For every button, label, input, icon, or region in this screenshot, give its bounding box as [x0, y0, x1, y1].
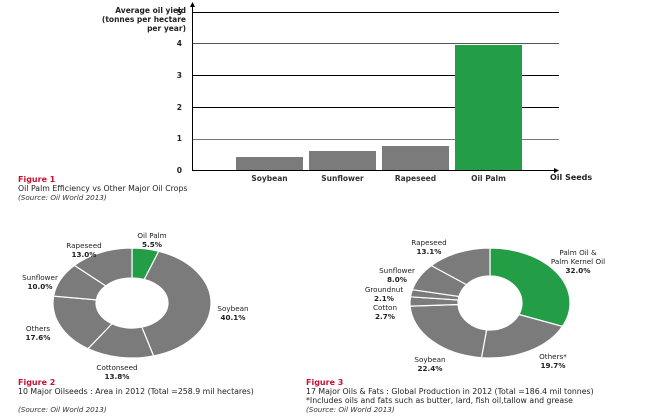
y-title-line-1: Average oil yield	[115, 6, 186, 15]
bar-rapeseed	[382, 146, 449, 170]
x-label-oil-palm: Oil Palm	[471, 174, 506, 183]
x-label-rapeseed: Rapeseed	[394, 174, 437, 183]
y-axis-arrow-icon	[190, 2, 195, 7]
y-tick-3: 3	[176, 71, 182, 80]
figure2-caption: 10 Major Oilseeds : Area in 2012 (Total …	[18, 387, 254, 396]
slice-soybean	[140, 250, 212, 357]
y-title-line-3: per year)	[147, 24, 186, 33]
y-tick-4: 4	[176, 39, 182, 48]
slice-label-soybean: Soybean 22.4%	[414, 355, 446, 373]
figure3-footnote: *Includes oils and fats such as butter, …	[306, 396, 573, 405]
y-title-line-2: (tonnes per hectare	[101, 15, 186, 24]
y-tick-5: 5	[176, 8, 182, 17]
slice-label-cottonseed: Cottonseed 13.8%	[96, 363, 138, 381]
slice-label-palm-oil: Palm Oil & Palm Kernel Oil 32.0%	[550, 248, 606, 275]
y-tick-0: 0	[176, 166, 182, 175]
slice-label-others: Others* 19.7%	[539, 352, 567, 370]
x-label-soybean: Soybean	[251, 174, 288, 183]
figure2-number: Figure 2	[18, 378, 56, 387]
x-axis-arrow-icon	[554, 168, 559, 173]
slice-label-cotton: Cotton 2.7%	[372, 303, 398, 321]
slice-soybean	[409, 303, 488, 359]
bar-sunflower	[309, 151, 376, 170]
slice-label-soybean: Soybean 40.1%	[217, 304, 249, 322]
slice-label-rapeseed: Rapeseed 13.1%	[411, 238, 447, 256]
figure1-caption: Oil Palm Efficiency vs Other Major Oil C…	[18, 184, 188, 193]
slice-label-groundnut: Groundnut 2.1%	[364, 285, 404, 303]
y-tick-2: 2	[176, 103, 182, 112]
figure3-caption: 17 Major Oils & Fats : Global Production…	[306, 387, 594, 396]
figure1-source: (Source: Oil World 2013)	[18, 193, 107, 202]
slice-label-sunflower: Sunflower 8.0%	[379, 266, 415, 284]
slice-others-	[480, 313, 564, 359]
slice-rapeseed	[430, 247, 491, 286]
slice-label-rapeseed: Rapeseed 13.0%	[66, 241, 102, 259]
slice-label-sunflower: Sunflower 10.0%	[22, 273, 58, 291]
figure2-source: (Source: Oil World 2013)	[18, 405, 107, 414]
x-label-sunflower: Sunflower	[321, 174, 364, 183]
figure3-number: Figure 3	[306, 378, 344, 387]
figure1-number: Figure 1	[18, 175, 56, 184]
x-axis-title: Oil Seeds	[550, 173, 593, 182]
bar-soybean	[236, 157, 303, 170]
slice-label-oil-palm: Oil Palm 5.5%	[137, 231, 167, 249]
y-tick-1: 1	[176, 134, 182, 143]
slice-rapeseed	[73, 247, 133, 287]
figure3-source: (Source: Oil World 2013)	[306, 405, 395, 414]
y-axis-title: Average oil yield (tonnes per hectare pe…	[60, 6, 186, 33]
bar-oil-palm	[455, 45, 522, 170]
slice-palm-oil-palm-kernel-oil	[489, 247, 571, 328]
slice-label-others: Others 17.6%	[25, 324, 51, 342]
